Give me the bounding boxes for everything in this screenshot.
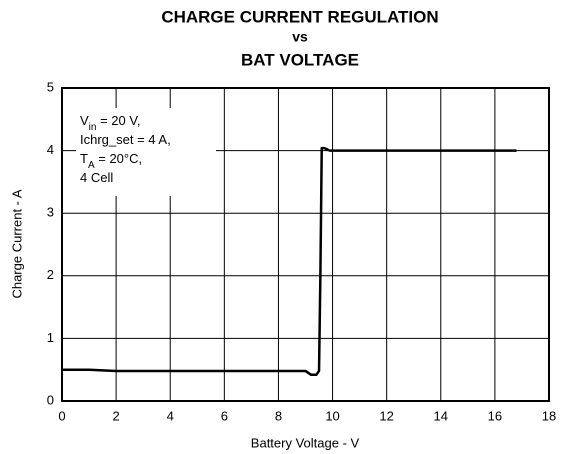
chart-title: CHARGE CURRENT REGULATION bbox=[161, 7, 438, 26]
annotation-text: = 20°C, bbox=[95, 151, 142, 166]
annotation-text: A bbox=[88, 160, 95, 171]
x-tick-label: 4 bbox=[167, 408, 174, 423]
y-tick-label: 5 bbox=[47, 79, 54, 94]
x-tick-label: 12 bbox=[379, 408, 393, 423]
x-tick-label: 18 bbox=[542, 408, 556, 423]
y-tick-label: 1 bbox=[47, 330, 54, 345]
annotation-text: 4 Cell bbox=[80, 170, 113, 185]
data-line bbox=[62, 146, 517, 376]
annotation-text: in bbox=[89, 122, 97, 133]
y-tick-label: 2 bbox=[47, 267, 54, 282]
annotation: Vin = 20 V, Ichrg_set = 4 A, TA = 20°C, 4 C… bbox=[80, 113, 171, 185]
annotation-text: = 20 V, bbox=[96, 113, 140, 128]
x-tick-label: 2 bbox=[112, 408, 119, 423]
annotation-text: T bbox=[80, 151, 88, 166]
x-tick-label: 8 bbox=[275, 408, 282, 423]
chart-title: BAT VOLTAGE bbox=[241, 50, 359, 69]
chart-title: vs bbox=[292, 29, 308, 45]
y-tick-label: 0 bbox=[47, 392, 54, 407]
x-tick-label: 16 bbox=[488, 408, 502, 423]
annotation-box bbox=[76, 108, 216, 196]
y-axis-label: Charge Current - A bbox=[9, 189, 24, 298]
x-tick-label: 14 bbox=[434, 408, 448, 423]
y-tick-label: 4 bbox=[47, 142, 54, 157]
x-tick-label: 6 bbox=[221, 408, 228, 423]
y-tick-label: 3 bbox=[47, 205, 54, 220]
x-axis-label: Battery Voltage - V bbox=[251, 435, 360, 450]
x-tick-label: 10 bbox=[325, 408, 339, 423]
annotation-text: V bbox=[80, 113, 89, 128]
annotation-text: Ichrg_set = 4 A, bbox=[80, 132, 171, 147]
plot-frame bbox=[61, 87, 550, 402]
x-tick-label: 0 bbox=[58, 408, 65, 423]
